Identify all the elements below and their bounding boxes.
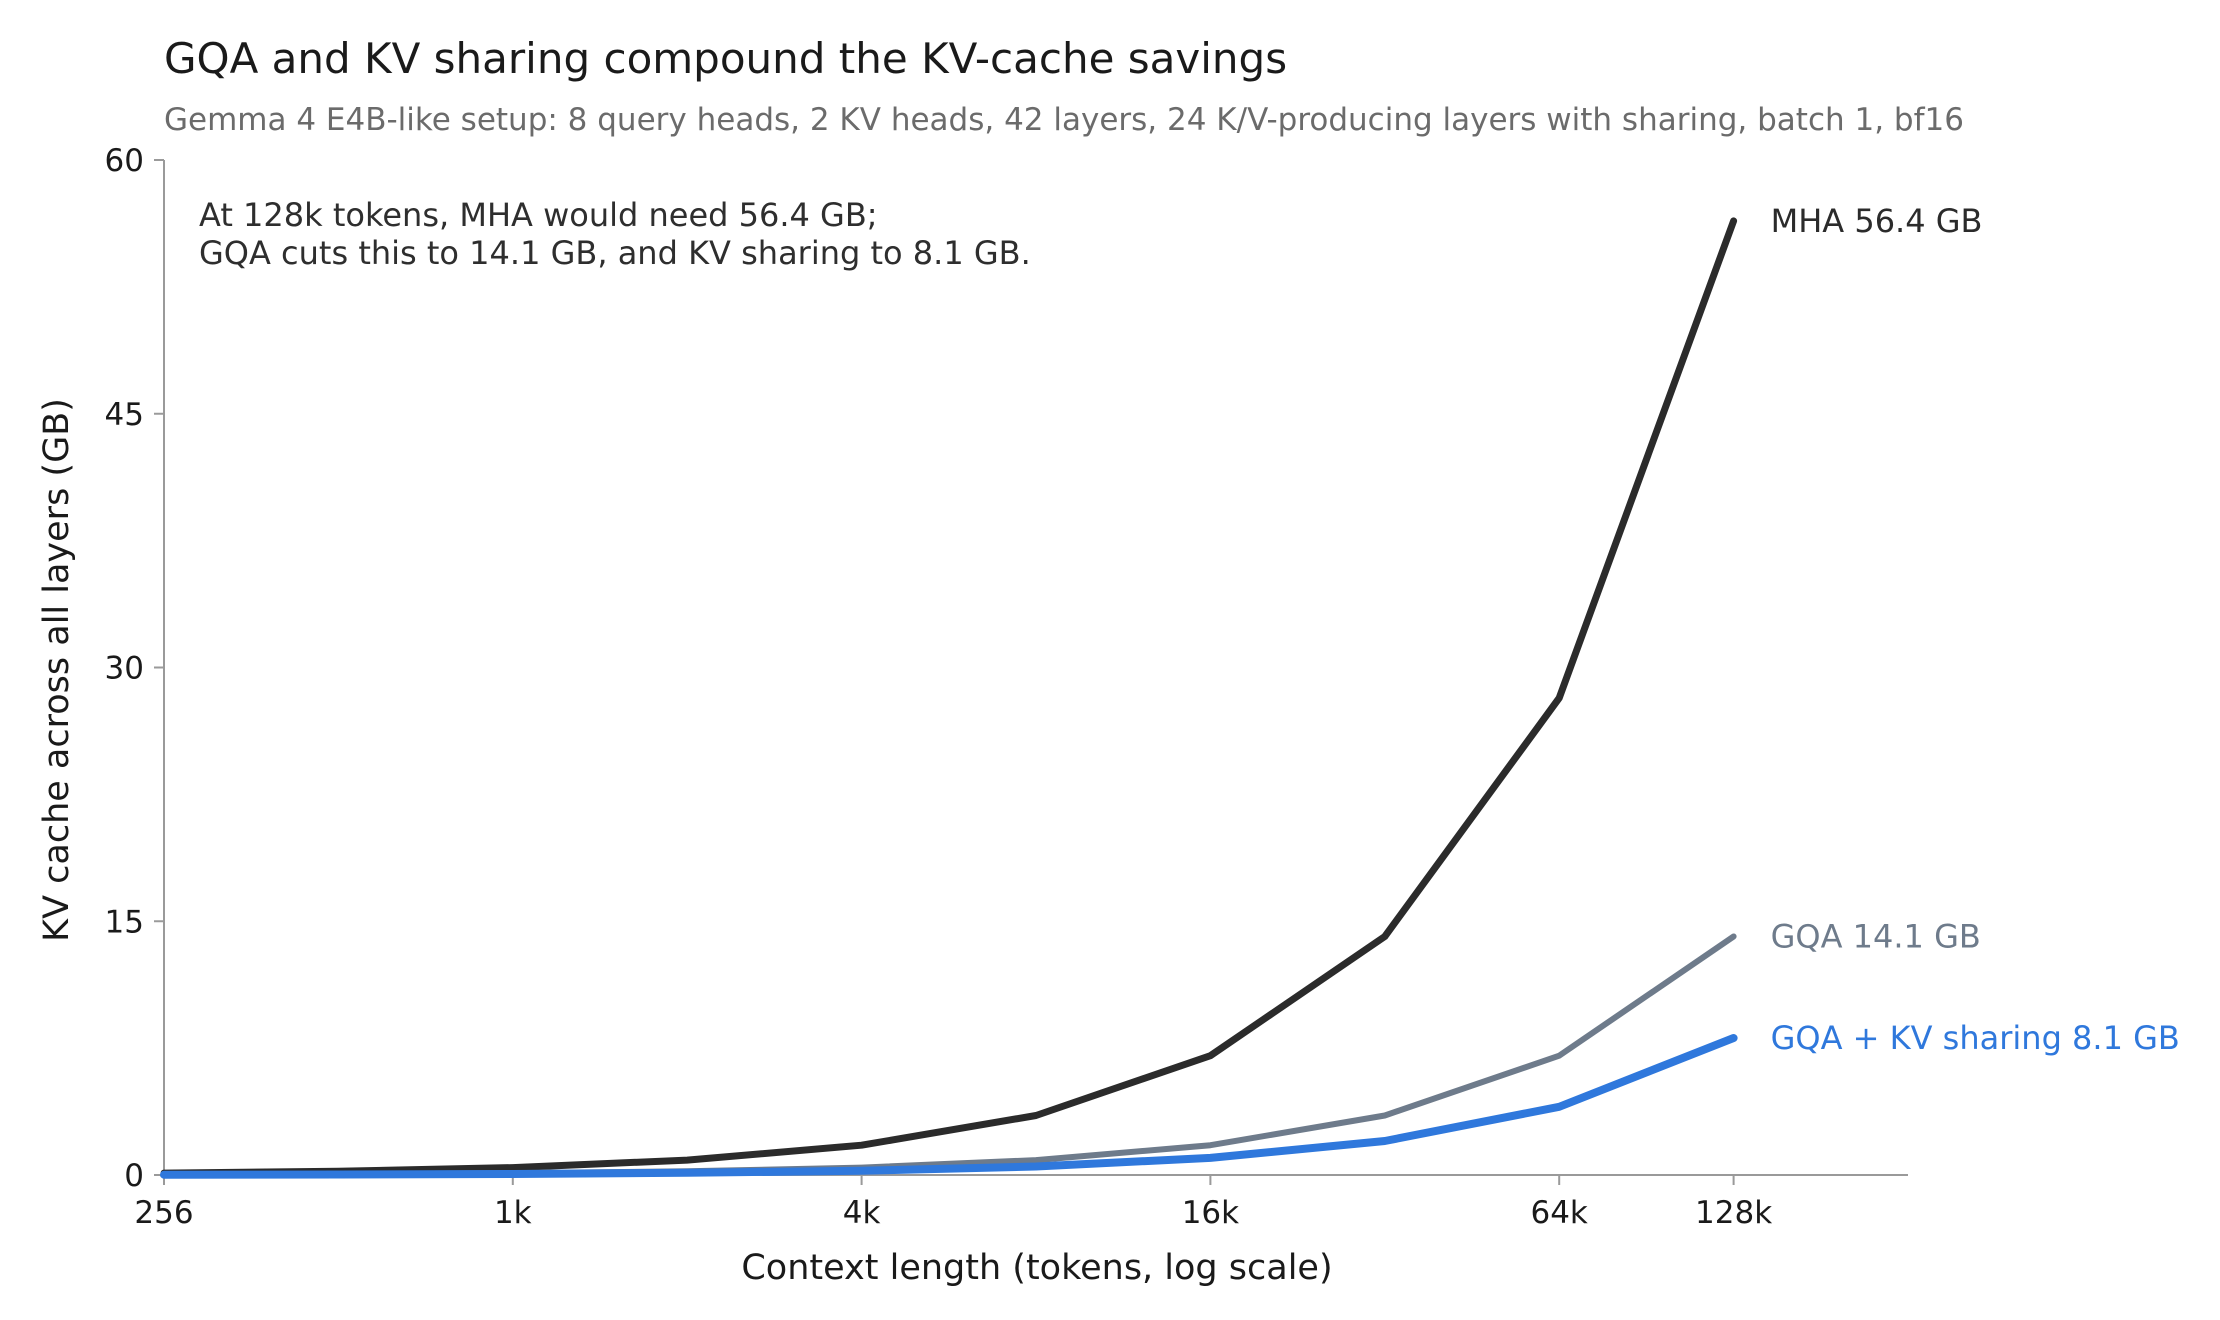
series-label-gqa-kv-sharing: GQA + KV sharing 8.1 GB: [1771, 1019, 2180, 1057]
series-lines: [160, 217, 1738, 1179]
y-axis-ticks: 0 15 30 45 60: [105, 143, 164, 1194]
series-label-mha: MHA 56.4 GB: [1771, 202, 1983, 240]
series-line-mha: [160, 217, 1738, 1177]
chart-subtitle: Gemma 4 E4B-like setup: 8 query heads, 2…: [164, 102, 1964, 138]
series-end-labels: MHA 56.4 GB GQA 14.1 GB GQA + KV sharing 8…: [1771, 202, 2180, 1057]
series-label-gqa: GQA 14.1 GB: [1771, 917, 1981, 955]
x-tick-label: 16k: [1182, 1195, 1239, 1231]
series-line-gqa: [161, 933, 1737, 1178]
axes: [163, 160, 1908, 1176]
y-tick-label: 0: [124, 1158, 144, 1194]
y-tick-label: 30: [105, 651, 144, 687]
annotation-line-1: At 128k tokens, MHA would need 56.4 GB;: [199, 196, 878, 234]
x-tick-label: 256: [134, 1195, 193, 1231]
x-tick-label: 128k: [1695, 1195, 1772, 1231]
y-tick-label: 15: [105, 904, 144, 940]
y-tick-label: 45: [105, 397, 144, 433]
x-tick-label: 4k: [843, 1195, 881, 1231]
series-line-gqa-kv-sharing: [160, 1034, 1738, 1179]
y-axis-label: KV cache across all layers (GB): [37, 398, 77, 942]
chart-title: GQA and KV sharing compound the KV-cache…: [164, 34, 1287, 83]
x-tick-label: 1k: [494, 1195, 532, 1231]
annotation-line-2: GQA cuts this to 14.1 GB, and KV sharing…: [199, 234, 1031, 272]
x-tick-label: 64k: [1530, 1195, 1587, 1231]
x-axis-ticks: 256 1k 4k 16k 64k 128k: [134, 1175, 1772, 1231]
x-axis-label: Context length (tokens, log scale): [741, 1248, 1332, 1288]
y-tick-label: 60: [105, 143, 144, 179]
